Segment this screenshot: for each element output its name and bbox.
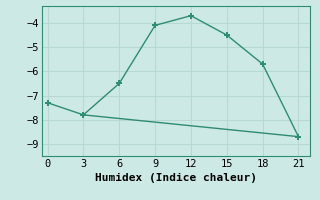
X-axis label: Humidex (Indice chaleur): Humidex (Indice chaleur) [95, 173, 257, 183]
